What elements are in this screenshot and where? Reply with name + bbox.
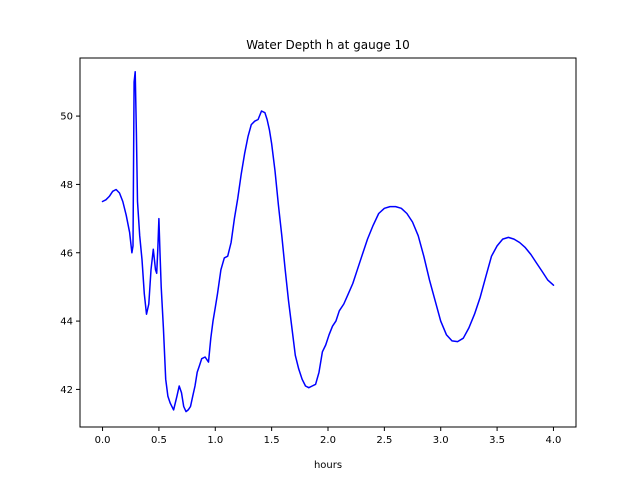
x-tick-label: 1.0 [207,435,223,446]
plot-area [101,70,555,413]
plot-frame [79,57,577,428]
x-axis: 0.0 0.5 1.0 1.5 2.0 2.5 3.0 3.5 4.0 [95,427,562,446]
x-axis-label: hours [314,460,342,471]
y-tick-label: 50 [60,112,73,123]
x-tick-label: 1.5 [264,435,280,446]
chart-title: Water Depth h at gauge 10 [246,38,410,52]
y-tick-label: 42 [60,385,73,396]
x-tick-label: 3.0 [433,435,449,446]
x-tick-label: 0.0 [95,435,111,446]
x-tick-label: 4.0 [546,435,562,446]
y-tick-label: 44 [60,317,73,328]
y-axis: 42 44 46 48 50 [60,112,80,396]
x-tick-label: 0.5 [151,435,167,446]
x-tick-label: 2.5 [376,435,392,446]
series-line-0 [101,70,555,413]
y-tick-label: 46 [60,248,73,259]
y-tick-label: 48 [60,180,73,191]
x-tick-label: 3.5 [489,435,505,446]
x-tick-label: 2.0 [320,435,336,446]
